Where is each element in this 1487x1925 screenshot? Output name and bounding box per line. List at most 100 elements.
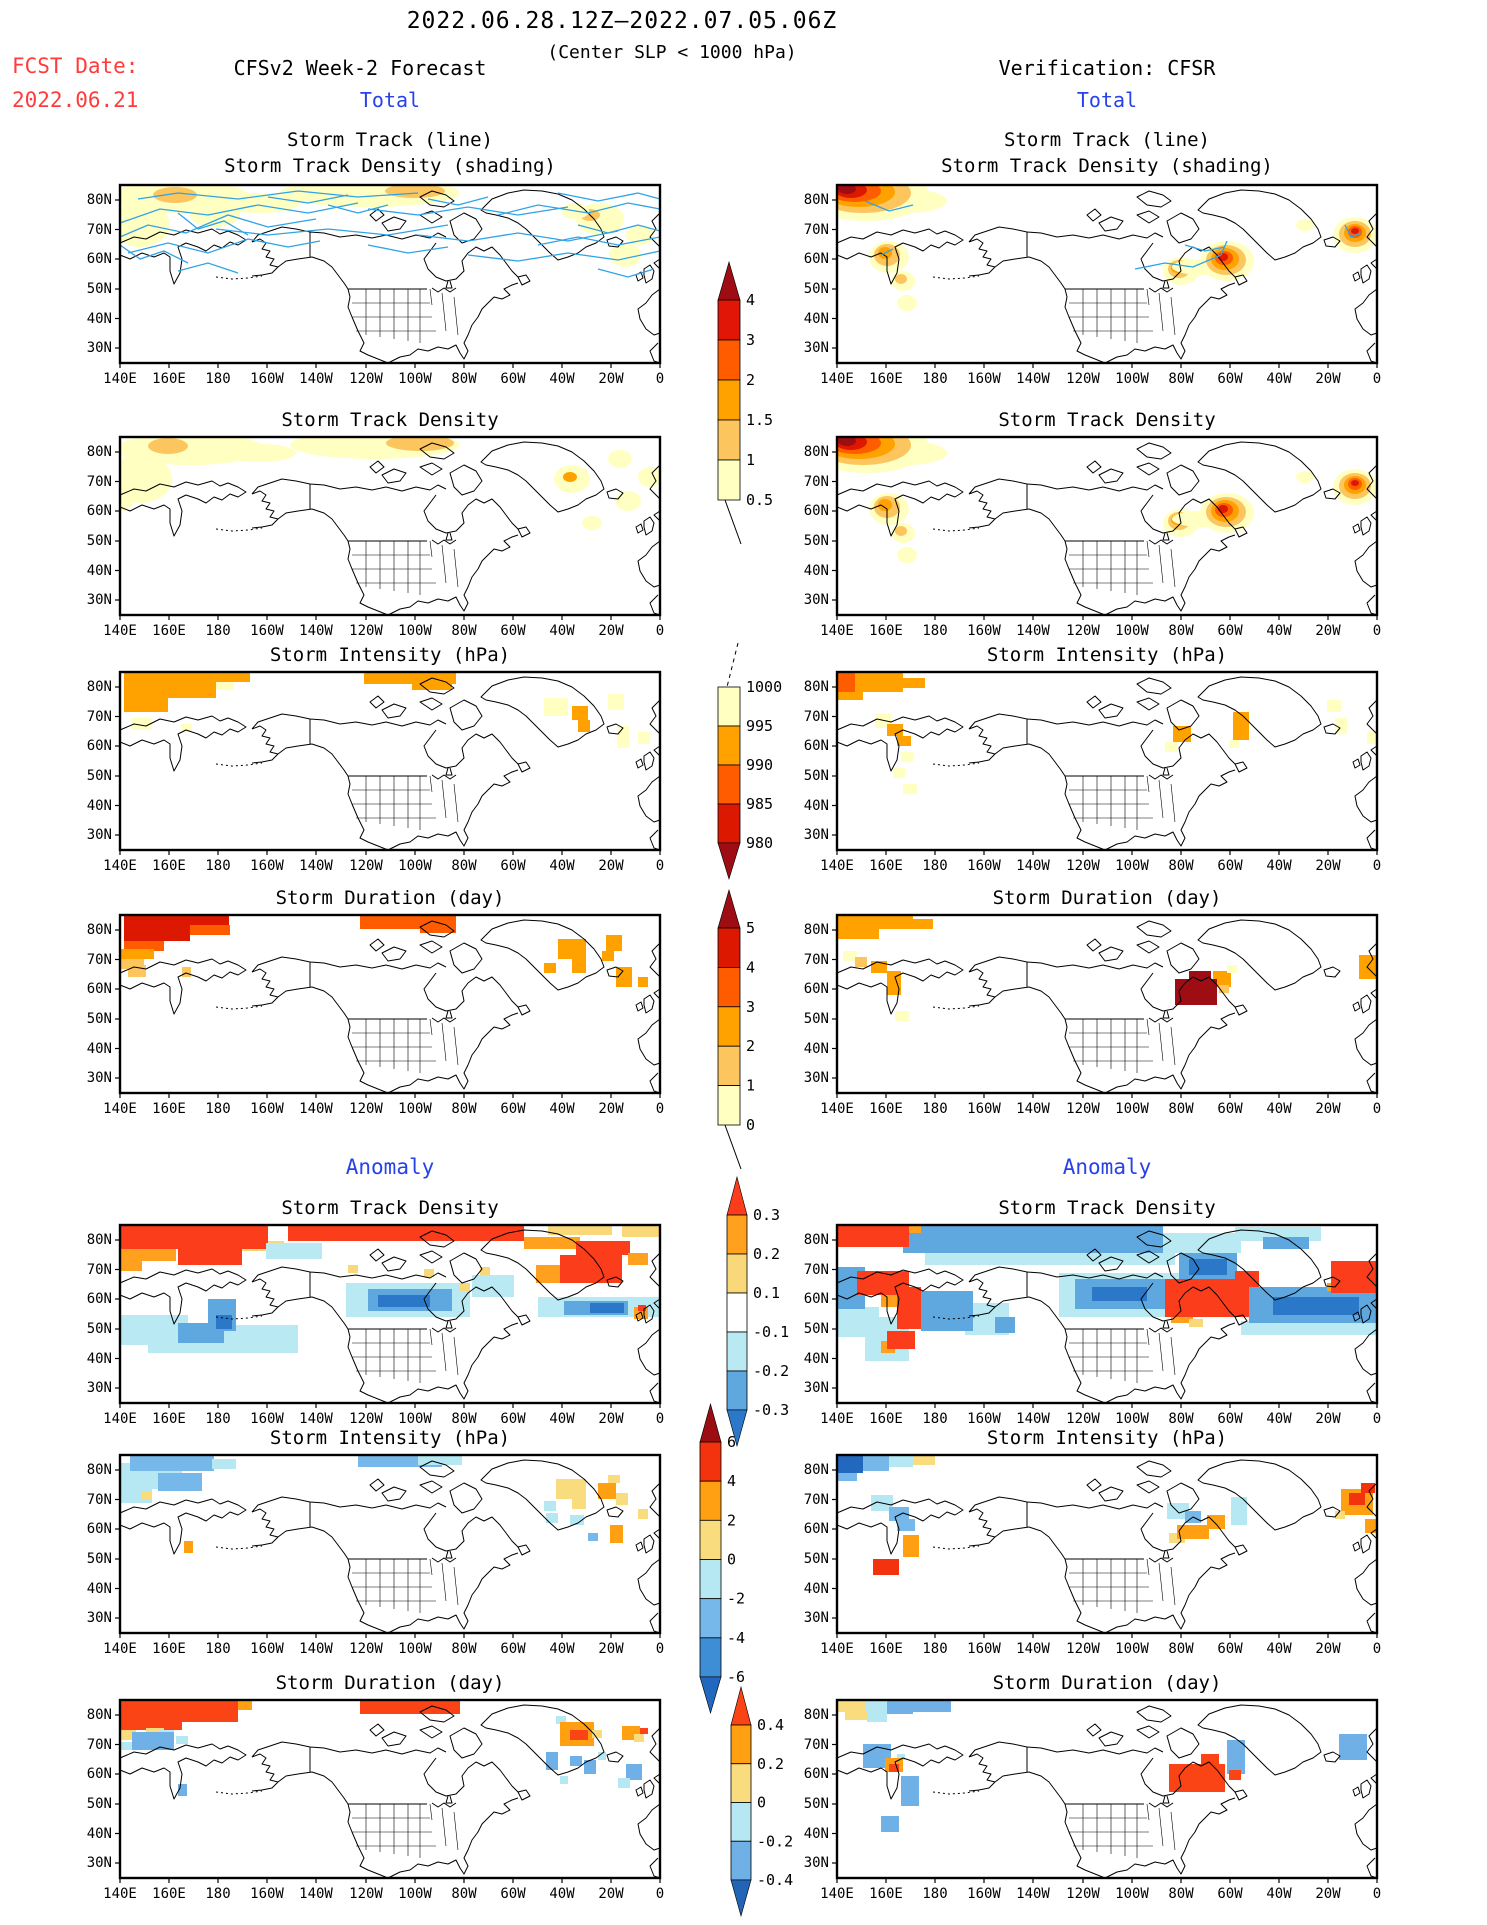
colorbar-tick-label: 4 — [746, 291, 755, 309]
lat-tick-label: 70N — [803, 708, 829, 725]
lon-tick-label: 0 — [1372, 1101, 1382, 1117]
lon-tick-label: 160W — [250, 1101, 284, 1117]
lon-tick-label: 60W — [1217, 1411, 1243, 1427]
lon-tick-label: 180 — [205, 371, 231, 387]
lon-tick-label: 40W — [549, 623, 575, 639]
shading-layer — [837, 1700, 1367, 1832]
fcst-date-label: FCST Date: — [12, 54, 139, 78]
lon-tick-label: 140E — [820, 1641, 854, 1657]
lon-tick-label: 40W — [549, 1886, 575, 1902]
lon-tick-label: 60W — [1217, 1101, 1243, 1117]
colorbar-intensity: 1000 995 990 985 980 — [717, 642, 782, 881]
lat-tick-label: 60N — [86, 1291, 112, 1307]
lat-tick-label: 70N — [86, 1736, 112, 1753]
lat-tick-label: 50N — [803, 533, 829, 549]
lon-tick-label: 160E — [152, 1101, 186, 1117]
colorbar-tick-label: 0 — [757, 1794, 766, 1812]
colorbar-tick-label: 0.2 — [757, 1755, 784, 1773]
lat-tick-label: 70N — [803, 473, 829, 490]
lat-tick-label: 40N — [803, 1580, 829, 1597]
colorbar-tick-label: 1 — [746, 1077, 755, 1095]
lon-tick-label: 120W — [1066, 1641, 1100, 1657]
lat-tick-label: 30N — [86, 592, 112, 608]
lat-tick-label: 30N — [803, 1070, 829, 1086]
map-panel-cfsr-anom-intensity — [832, 1453, 1379, 1638]
lat-tick-label: 70N — [803, 1261, 829, 1278]
lon-tick-label: 80W — [1168, 371, 1194, 387]
panel-title: Storm Intensity (hPa) — [269, 644, 511, 666]
lon-tick-label: 140E — [820, 371, 854, 387]
lon-tick-label: 0 — [655, 858, 665, 874]
model-name: CFSv2 Week-2 Forecast — [233, 56, 487, 80]
lon-tick-label: 140E — [820, 858, 854, 874]
colorbar-tick-label: -0.4 — [757, 1871, 793, 1889]
coastline — [119, 676, 661, 851]
colorbar-tick-label: 3 — [746, 331, 755, 349]
colorbar-tick-label: 2 — [746, 1037, 755, 1055]
lat-tick-label: 80N — [86, 1232, 112, 1248]
lon-tick-label: 60W — [500, 858, 526, 874]
lon-tick-label: 120W — [1066, 371, 1100, 387]
lat-tick-label: 80N — [803, 1232, 829, 1248]
lat-tick-label: 40N — [803, 310, 829, 327]
lon-tick-label: 180 — [922, 623, 948, 639]
shading-layer — [124, 672, 650, 748]
colorbar-tick-label: -6 — [727, 1668, 745, 1686]
panel-title: Storm Track (line) — [1004, 129, 1210, 151]
lat-tick-label: 30N — [86, 827, 112, 843]
lon-tick-label: 20W — [1315, 1886, 1341, 1902]
map-panel-fcst-anom-intensity — [115, 1453, 662, 1638]
lon-tick-label: 160E — [152, 1411, 186, 1427]
lon-tick-label: 20W — [598, 858, 624, 874]
lon-tick-label: 60W — [1217, 1641, 1243, 1657]
lon-tick-label: 160E — [152, 858, 186, 874]
map-panel-cfsr-total-density — [832, 435, 1379, 620]
map-panel-cfsr-anom-density — [832, 1223, 1379, 1408]
lat-tick-label: 30N — [86, 1855, 112, 1871]
lon-tick-label: 100W — [1115, 1101, 1149, 1117]
lon-tick-label: 180 — [922, 1641, 948, 1657]
lat-tick-label: 50N — [803, 1011, 829, 1027]
lon-tick-label: 180 — [922, 1411, 948, 1427]
lon-tick-label: 20W — [598, 1886, 624, 1902]
lat-tick-label: 60N — [86, 1766, 112, 1782]
lon-tick-label: 140E — [820, 1411, 854, 1427]
panel-title: Storm Intensity (hPa) — [986, 644, 1228, 666]
lat-tick-label: 80N — [86, 1707, 112, 1723]
colorbar-tick-label: 0.5 — [746, 491, 773, 509]
lat-tick-label: 80N — [86, 679, 112, 695]
lon-tick-label: 160W — [967, 371, 1001, 387]
lat-tick-label: 70N — [86, 221, 112, 238]
lat-tick-label: 70N — [86, 1261, 112, 1278]
lon-tick-label: 140W — [1016, 1411, 1050, 1427]
lon-tick-label: 160E — [869, 1641, 903, 1657]
lon-tick-label: 180 — [922, 1886, 948, 1902]
lon-tick-label: 180 — [922, 858, 948, 874]
lat-tick-label: 40N — [803, 1350, 829, 1367]
lat-tick-label: 80N — [803, 922, 829, 938]
lon-tick-label: 60W — [500, 1641, 526, 1657]
lon-tick-label: 100W — [398, 858, 432, 874]
lon-tick-label: 60W — [1217, 858, 1243, 874]
colorbar-tick-label: 2 — [746, 371, 755, 389]
colorbar-tick-label: 0 — [746, 1116, 755, 1134]
coastline — [836, 441, 1378, 616]
lon-tick-label: 20W — [598, 371, 624, 387]
lat-tick-label: 30N — [803, 1855, 829, 1871]
lat-tick-label: 80N — [803, 1707, 829, 1723]
lat-tick-label: 70N — [803, 1491, 829, 1508]
lat-tick-label: 30N — [86, 1380, 112, 1396]
lon-tick-label: 120W — [349, 1411, 383, 1427]
lon-tick-label: 160W — [250, 1886, 284, 1902]
colorbar-tick-label: -0.2 — [757, 1832, 793, 1850]
lon-tick-label: 20W — [1315, 1641, 1341, 1657]
lon-tick-label: 160W — [250, 1411, 284, 1427]
colorbar-anom-duration: 0.4 0.2 0 -0.2 -0.4 — [730, 1685, 793, 1918]
lon-tick-label: 0 — [655, 371, 665, 387]
lon-tick-label: 0 — [1372, 1641, 1382, 1657]
lon-tick-label: 160E — [869, 1411, 903, 1427]
lon-tick-label: 100W — [1115, 858, 1149, 874]
lat-tick-label: 80N — [803, 192, 829, 208]
lon-tick-label: 180 — [205, 1641, 231, 1657]
lat-tick-label: 80N — [86, 1462, 112, 1478]
